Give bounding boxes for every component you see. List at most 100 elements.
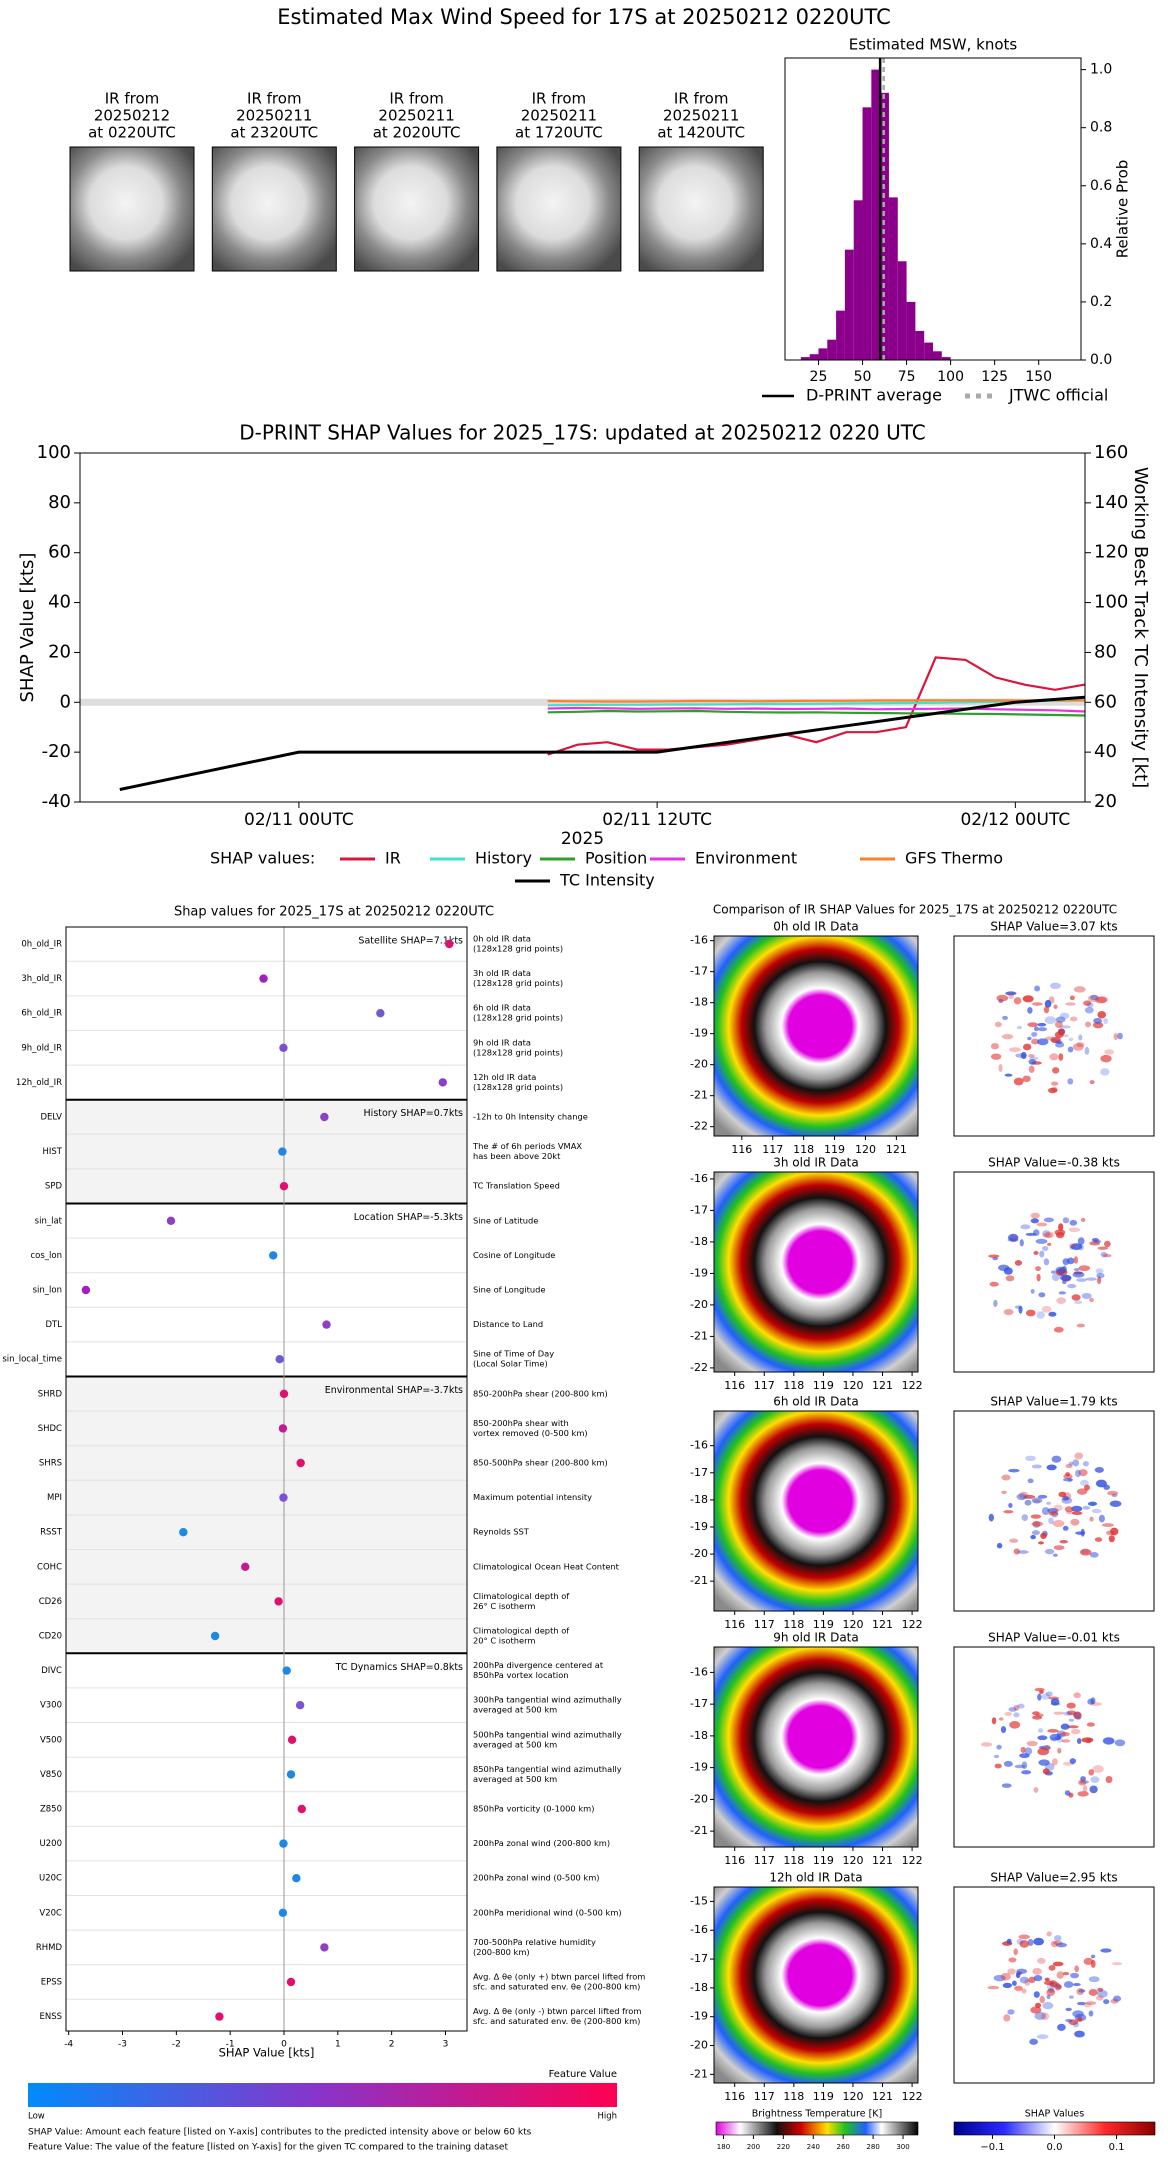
x-tick-label: 122 <box>902 1854 923 1867</box>
y-tick-label: -19 <box>690 1266 708 1279</box>
feature-description: 9h old IR data <box>473 1037 531 1047</box>
shap-dot <box>279 1043 288 1053</box>
panel-frame <box>713 935 919 1137</box>
shap-pixel <box>1073 1692 1081 1699</box>
shap-pixel <box>1076 1737 1082 1745</box>
shap-pixel <box>1097 1010 1107 1019</box>
ir-image <box>714 1411 918 1611</box>
shap-pixel <box>1000 1972 1011 1981</box>
y-tick-label: -20 <box>690 1058 708 1071</box>
colorbar <box>953 2121 1156 2136</box>
shap-pixel <box>1072 2022 1080 2028</box>
feature-description: 20° C isotherm <box>473 1636 535 1646</box>
shap-pixel <box>1101 1523 1114 1528</box>
shap-pixel <box>1046 1464 1057 1471</box>
y2-tick-label: 160 <box>1094 442 1128 463</box>
x-tick-label: 121 <box>872 1379 893 1392</box>
shap-pixel <box>1078 1244 1085 1251</box>
shap-pixel <box>1077 1791 1089 1797</box>
shap-pixel <box>1037 1038 1049 1046</box>
x-tick-label: 122 <box>902 1379 923 1392</box>
feature-description: 200hPa divergence centered at <box>473 1660 604 1670</box>
shap-dot <box>279 1839 288 1848</box>
shap-pixel <box>1044 1977 1050 1982</box>
feature-name: DIVC <box>41 1666 62 1676</box>
hist-bar <box>880 92 889 360</box>
ir-image <box>714 1887 918 2083</box>
y-tick-label: -17 <box>690 1697 708 1710</box>
shap-pixel <box>1073 1711 1082 1720</box>
panel-title: 3h old IR Data <box>773 1156 859 1170</box>
shap-pixel <box>1034 985 1041 992</box>
x-axis-label: 2025 <box>561 829 604 849</box>
shap-pixel <box>1078 1989 1086 1993</box>
feature-name: 12h_old_IR <box>16 1078 62 1088</box>
colorbar-tick-label: 220 <box>777 2143 790 2151</box>
shap-pixel <box>1074 1965 1080 1973</box>
colorbar-tick-label: 200 <box>747 2143 760 2151</box>
shap-pixel <box>1033 1937 1045 1946</box>
shap-pixel <box>1016 1968 1028 1974</box>
y-tick-label: -18 <box>690 1493 708 1506</box>
shap-image <box>954 936 1154 1136</box>
y-tick-label: 0.0 <box>1090 352 1112 368</box>
shap-pixel <box>1076 2001 1086 2006</box>
y-tick-label: -15 <box>690 1894 708 1907</box>
feature-description: 300hPa tangential wind azimuthally <box>473 1695 622 1705</box>
shap-dot <box>438 1078 447 1087</box>
shap-title: SHAP Value=2.95 kts <box>990 1871 1117 1885</box>
group-label: Environmental SHAP=-3.7kts <box>325 1385 463 1396</box>
shap-pixel <box>1056 1971 1064 1979</box>
shap-pixel <box>1039 1250 1045 1258</box>
hist-bar <box>933 351 942 360</box>
shap-pixel <box>1072 1459 1080 1467</box>
shap-pixel <box>1025 1232 1037 1237</box>
shap-dot <box>279 1182 289 1191</box>
y-tick-label: -19 <box>690 1761 708 1774</box>
shap-pixel <box>1060 1274 1072 1282</box>
shap-pixel <box>1025 1309 1036 1317</box>
shap-pixel <box>1057 2023 1066 2031</box>
shap-pixel <box>1065 2007 1072 2012</box>
shap-pixel <box>1103 1017 1109 1024</box>
shap-pixel <box>1036 1273 1041 1282</box>
shap-pixel <box>1083 2002 1092 2008</box>
shap-pixel <box>1067 1725 1079 1729</box>
x-tick-label: 121 <box>886 1143 907 1156</box>
hist-bar <box>915 330 925 360</box>
ir-image <box>714 1647 918 1847</box>
shap-pixel <box>1094 1537 1103 1542</box>
shap-dot <box>320 1112 329 1122</box>
feature-name: SHRD <box>38 1389 63 1399</box>
shap-pixel <box>1021 1514 1028 1522</box>
shap-pixel <box>1032 1715 1043 1720</box>
shap-pixel <box>1044 999 1052 1008</box>
shap-pixel <box>1033 1991 1040 1998</box>
shap-pixel <box>1001 1783 1012 1788</box>
y-tick-label: -20 <box>690 1792 708 1805</box>
shap-pixel <box>991 1717 997 1725</box>
legend-title: SHAP values: <box>210 849 315 868</box>
shap-pixel <box>1100 1948 1112 1953</box>
shap-dot <box>297 1804 306 1814</box>
y-axis-label: SHAP Value [kts] <box>17 553 38 703</box>
feature-description: -12h to 0h Intensity change <box>473 1112 588 1122</box>
y-tick-label: 0 <box>60 691 71 712</box>
legend-label: JTWC official <box>1008 386 1108 405</box>
feature-description: 26° C isotherm <box>473 1601 535 1611</box>
feature-name: MPI <box>47 1493 62 1503</box>
shap-pixel <box>1083 1957 1094 1966</box>
shap-dot <box>215 2012 224 2021</box>
shap-pixel <box>1056 1297 1066 1304</box>
shap-pixel <box>1030 1534 1036 1540</box>
shap-dot <box>279 1493 288 1502</box>
shap-pixel <box>1061 1739 1071 1743</box>
feature-description: 0h old IR data <box>473 934 531 944</box>
shap-pixel <box>1088 1976 1100 1983</box>
ir-image <box>714 936 918 1136</box>
shap-pixel <box>1025 1455 1036 1462</box>
shap-pixel <box>1067 1046 1074 1053</box>
shap-pixel <box>1048 1311 1057 1317</box>
shap-pixel <box>1015 1053 1027 1058</box>
